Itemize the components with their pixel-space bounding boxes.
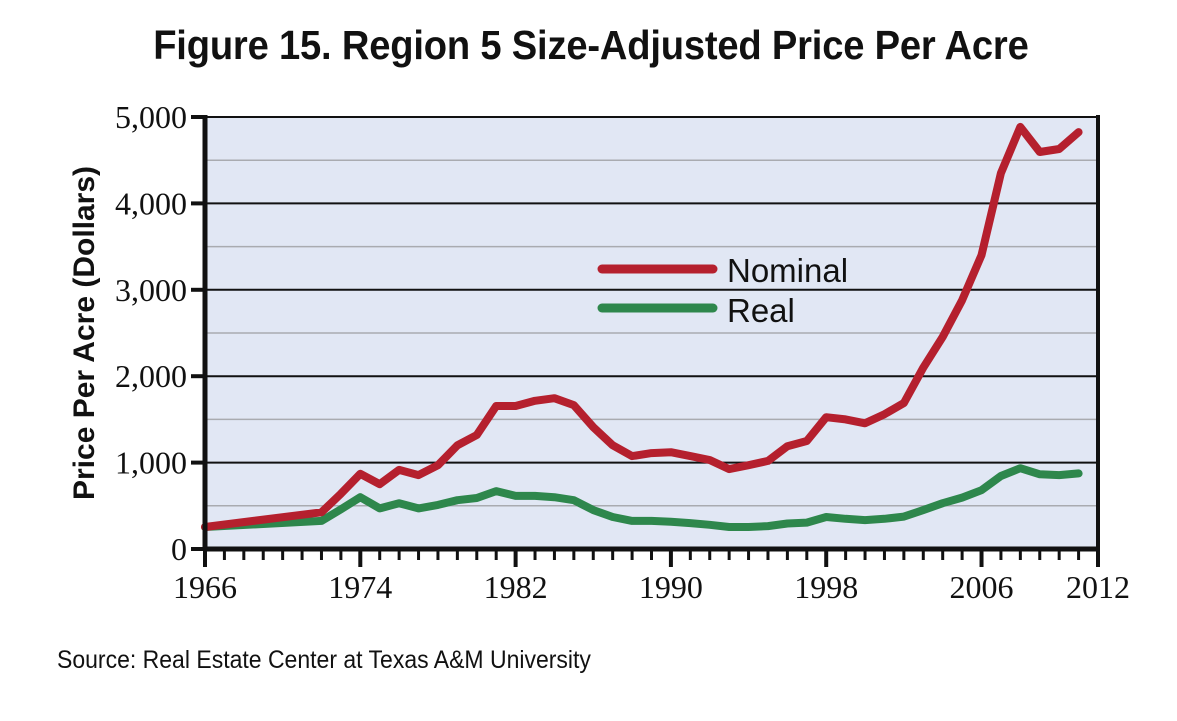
x-axis-ticks: 1966 1974 1982 1990 1998 2006 2012 [173, 549, 1130, 605]
legend-label-real: Real [727, 292, 795, 329]
y-tick-label: 5,000 [115, 99, 187, 135]
y-tick-label: 2,000 [115, 358, 187, 394]
series-lines [201, 122, 1083, 531]
y-tick-label: 3,000 [115, 272, 187, 308]
y-tick-label: 1,000 [115, 445, 187, 481]
y-tick-label: 4,000 [115, 185, 187, 221]
x-tick-label: 1982 [484, 569, 548, 605]
source-note: Source: Real Estate Center at Texas A&M … [57, 646, 591, 674]
y-axis-label: Price Per Acre (Dollars) [68, 166, 101, 500]
y-tick-label: 0 [171, 531, 187, 567]
chart-title: Figure 15. Region 5 Size-Adjusted Price … [153, 22, 1029, 68]
x-tick-label: 2006 [950, 569, 1014, 605]
x-tick-label: 1966 [173, 569, 237, 605]
x-tick-label: 1990 [639, 569, 703, 605]
y-axis-ticks: 0 1,000 2,000 3,000 4,000 5,000 [115, 99, 205, 567]
legend: Nominal Real [597, 252, 848, 329]
x-tick-label: 1974 [328, 569, 392, 605]
x-tick-label: 2012 [1066, 569, 1130, 605]
series-line-nominal [201, 122, 1083, 531]
x-tick-label: 1998 [794, 569, 858, 605]
legend-label-nominal: Nominal [727, 252, 848, 289]
gridlines [205, 116, 1098, 507]
series-line-real [201, 464, 1083, 531]
